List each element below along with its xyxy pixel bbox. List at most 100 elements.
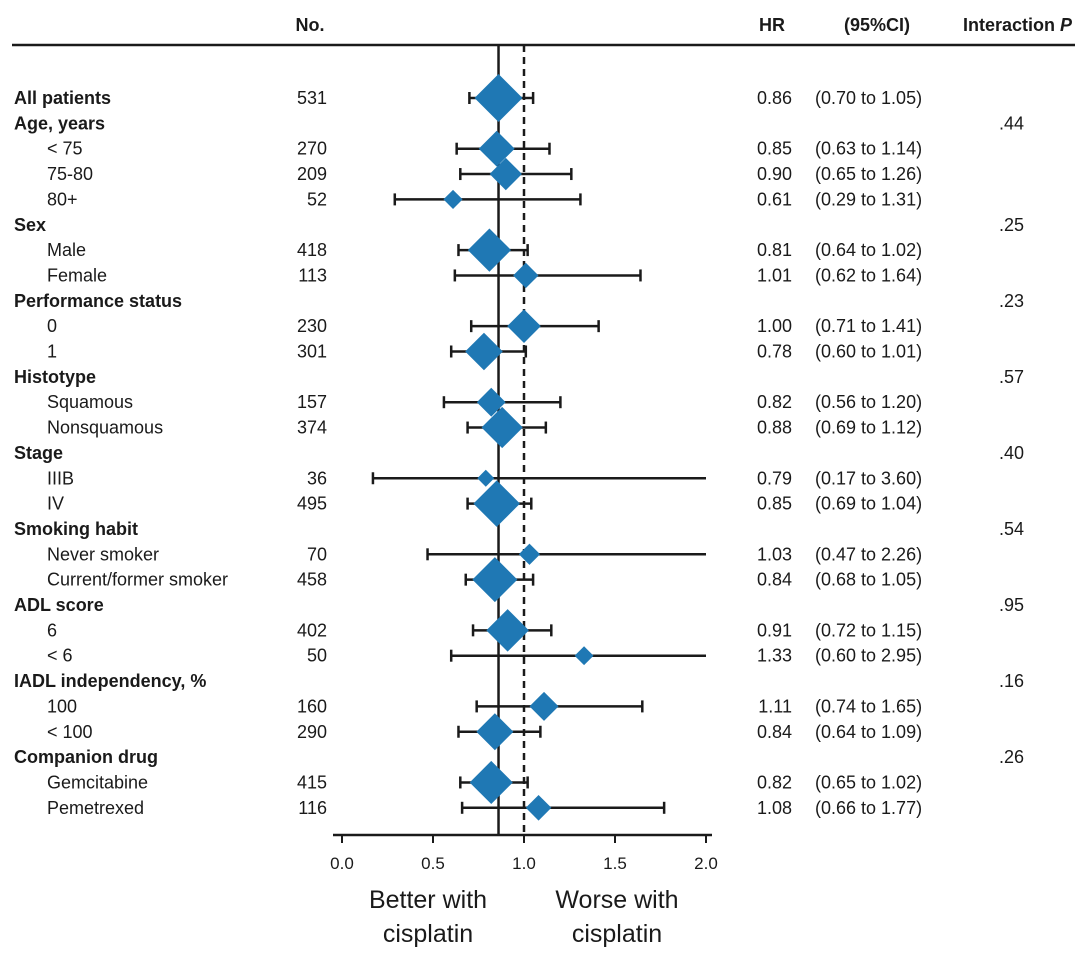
subgroup-label: < 100 bbox=[47, 722, 93, 742]
subgroup-label: Male bbox=[47, 240, 86, 260]
hr-point-marker bbox=[574, 646, 594, 666]
hr-value: 0.85 bbox=[757, 494, 792, 514]
hr-value: 0.81 bbox=[757, 240, 792, 260]
hr-value: 0.84 bbox=[757, 570, 792, 590]
axis-layer: 0.0 0.5 1.0 1.5 2.0 Better with cisplatin Worse… bbox=[330, 45, 718, 948]
patient-count: 458 bbox=[297, 570, 327, 590]
interaction-p-value: .54 bbox=[999, 519, 1024, 539]
header-interaction: Interaction bbox=[963, 15, 1055, 35]
subgroup-heading: Companion drug bbox=[14, 747, 158, 767]
ci-value: (0.29 to 1.31) bbox=[815, 189, 922, 209]
hr-point-marker bbox=[507, 309, 541, 343]
subgroup-heading: Histotype bbox=[14, 367, 96, 387]
subgroup-label: Pemetrexed bbox=[47, 798, 144, 818]
hr-value: 0.88 bbox=[757, 418, 792, 438]
hr-point-marker bbox=[443, 189, 463, 209]
x-tick-label: 2.0 bbox=[694, 854, 718, 873]
ci-value: (0.69 to 1.04) bbox=[815, 494, 922, 514]
patient-count: 230 bbox=[297, 316, 327, 336]
hr-point-marker bbox=[474, 74, 523, 122]
ci-value: (0.60 to 2.95) bbox=[815, 646, 922, 666]
patient-count: 157 bbox=[297, 392, 327, 412]
better-with-cisplatin-label: cisplatin bbox=[383, 920, 473, 948]
patient-count: 52 bbox=[307, 189, 327, 209]
hr-value: 0.78 bbox=[757, 342, 792, 362]
hr-point-marker bbox=[465, 332, 503, 371]
interaction-p-value: .95 bbox=[999, 595, 1024, 615]
ci-value: (0.60 to 1.01) bbox=[815, 342, 922, 362]
interaction-p-value: .23 bbox=[999, 291, 1024, 311]
ci-value: (0.64 to 1.09) bbox=[815, 722, 922, 742]
hr-point-marker bbox=[476, 387, 506, 417]
hr-value: 1.01 bbox=[757, 265, 792, 285]
subgroup-label: Squamous bbox=[47, 392, 133, 412]
hr-point-marker bbox=[513, 262, 539, 289]
ci-value: (0.65 to 1.26) bbox=[815, 164, 922, 184]
hr-point-marker bbox=[478, 130, 515, 167]
patient-count: 50 bbox=[307, 646, 327, 666]
subgroup-label: 6 bbox=[47, 620, 57, 640]
x-tick-label: 1.5 bbox=[603, 854, 627, 873]
hr-value: 1.00 bbox=[757, 316, 792, 336]
hr-point-marker bbox=[486, 609, 529, 652]
ci-value: (0.70 to 1.05) bbox=[815, 88, 922, 108]
patient-count: 290 bbox=[297, 722, 327, 742]
subgroup-label: Current/former smoker bbox=[47, 570, 228, 590]
worse-with-cisplatin-label: cisplatin bbox=[572, 920, 662, 948]
interaction-p-value: .44 bbox=[999, 113, 1024, 133]
patient-count: 531 bbox=[297, 88, 327, 108]
hr-value: 0.79 bbox=[757, 468, 792, 488]
hr-value: 0.85 bbox=[757, 139, 792, 159]
header-ci: (95%CI) bbox=[844, 15, 910, 35]
hr-point-marker bbox=[489, 157, 522, 191]
hr-value: 0.61 bbox=[757, 189, 792, 209]
subgroup-label: 1 bbox=[47, 342, 57, 362]
patient-count: 418 bbox=[297, 240, 327, 260]
ci-value: (0.47 to 2.26) bbox=[815, 544, 922, 564]
better-with-cisplatin-label: Better with bbox=[369, 886, 487, 914]
hr-point-marker bbox=[477, 469, 495, 487]
hr-point-marker bbox=[518, 543, 541, 565]
ci-value: (0.64 to 1.02) bbox=[815, 240, 922, 260]
header-no: No. bbox=[296, 15, 325, 35]
patient-count: 495 bbox=[297, 494, 327, 514]
hr-value: 0.82 bbox=[757, 772, 792, 792]
worse-with-cisplatin-label: Worse with bbox=[555, 886, 678, 914]
interaction-p-value: .25 bbox=[999, 215, 1024, 235]
interaction-p-value: .40 bbox=[999, 443, 1024, 463]
subgroup-label: Female bbox=[47, 265, 107, 285]
x-tick-label: 0.0 bbox=[330, 854, 354, 873]
hr-value: 0.90 bbox=[757, 164, 792, 184]
hr-value: 0.84 bbox=[757, 722, 792, 742]
interaction-p-value: .26 bbox=[999, 747, 1024, 767]
header-interaction-p: Interaction P bbox=[963, 15, 1073, 35]
subgroup-heading: Performance status bbox=[14, 291, 182, 311]
subgroup-label: Nonsquamous bbox=[47, 418, 163, 438]
hr-point-marker bbox=[481, 406, 523, 449]
x-tick-label: 1.0 bbox=[512, 854, 536, 873]
ci-value: (0.65 to 1.02) bbox=[815, 772, 922, 792]
ci-value: (0.17 to 3.60) bbox=[815, 468, 922, 488]
header-hr: HR bbox=[759, 15, 785, 35]
patient-count: 113 bbox=[298, 265, 327, 285]
subgroup-label: IIIB bbox=[47, 468, 74, 488]
hr-point-marker bbox=[467, 228, 512, 272]
subgroup-label: < 6 bbox=[47, 646, 73, 666]
ci-value: (0.68 to 1.05) bbox=[815, 570, 922, 590]
subgroup-label: Never smoker bbox=[47, 544, 159, 564]
subgroup-heading: Stage bbox=[14, 443, 63, 463]
interaction-p-value: .57 bbox=[999, 367, 1024, 387]
subgroup-heading: IADL independency, % bbox=[14, 671, 206, 691]
interaction-p-value: .16 bbox=[999, 671, 1024, 691]
hr-value: 1.11 bbox=[758, 696, 792, 716]
ci-value: (0.66 to 1.77) bbox=[815, 798, 922, 818]
header-p: P bbox=[1060, 15, 1073, 35]
subgroup-heading: Smoking habit bbox=[14, 519, 138, 539]
patient-count: 36 bbox=[307, 468, 327, 488]
hr-value: 0.91 bbox=[757, 620, 792, 640]
subgroup-label: < 75 bbox=[47, 139, 83, 159]
patient-count: 70 bbox=[307, 544, 327, 564]
patient-count: 116 bbox=[298, 798, 327, 818]
hr-point-marker bbox=[529, 691, 559, 721]
hr-point-marker bbox=[525, 794, 552, 821]
